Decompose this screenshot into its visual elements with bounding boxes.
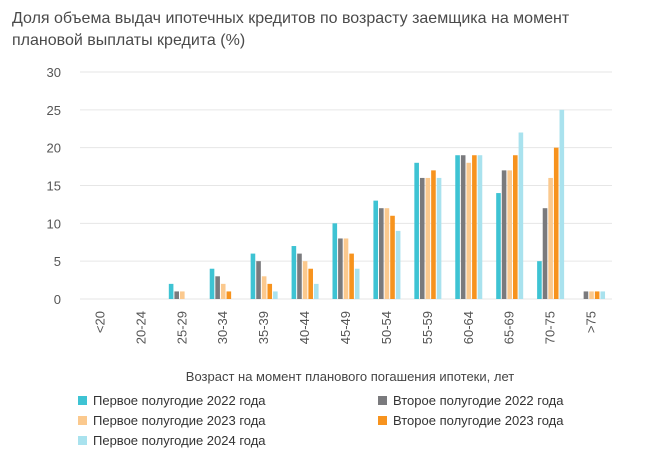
legend-label: Второе полугодие 2023 года	[393, 413, 564, 428]
bars	[168, 109, 606, 299]
bar	[390, 215, 395, 299]
bar	[542, 208, 548, 299]
bar	[537, 261, 542, 299]
bar	[553, 147, 559, 299]
x-tick-label: 25-29	[174, 311, 189, 344]
bar	[559, 109, 565, 299]
legend-swatch	[78, 416, 87, 425]
legend-swatch	[378, 396, 387, 405]
bar	[501, 170, 507, 299]
bar	[379, 208, 384, 299]
x-tick-label: <20	[93, 311, 108, 333]
y-tick-label: 30	[47, 65, 61, 80]
bar	[297, 253, 302, 299]
bar	[338, 238, 343, 299]
x-tick-label: 65-69	[502, 311, 517, 344]
bar	[548, 177, 553, 299]
bar	[425, 177, 431, 299]
bar	[431, 170, 436, 299]
x-axis-ticks: <20 20-24 25-29 30-34 35-39 40-44 45-49 50-54 55…	[93, 311, 599, 344]
bar	[594, 291, 600, 299]
x-tick-label: 30-34	[215, 311, 230, 344]
bar	[466, 162, 472, 299]
bar	[384, 208, 390, 299]
bar	[507, 170, 512, 299]
bar	[460, 155, 466, 299]
x-tick-label: 60-64	[461, 311, 476, 344]
y-tick-label: 20	[47, 141, 61, 156]
bar	[349, 253, 354, 299]
x-tick-label: 55-59	[420, 311, 435, 344]
x-tick-label: 20-24	[133, 311, 148, 344]
bar	[583, 291, 589, 299]
legend-label: Первое полугодие 2024 года	[93, 433, 266, 448]
bar	[395, 230, 401, 299]
y-tick-label: 5	[54, 254, 61, 269]
bar	[496, 193, 501, 299]
bar	[477, 155, 483, 299]
bar	[261, 276, 267, 299]
bar	[273, 291, 278, 299]
x-axis-label: Возраст на момент планового погашения ип…	[186, 369, 514, 384]
bar	[518, 132, 524, 299]
bar	[343, 238, 349, 299]
y-tick-label: 15	[47, 179, 61, 194]
bar	[168, 283, 174, 299]
bar	[291, 246, 297, 299]
bar	[226, 291, 232, 299]
bar	[220, 283, 226, 299]
legend-swatch	[78, 436, 87, 445]
bar	[180, 291, 185, 299]
chart-title: Доля объема выдач ипотечных кредитов по …	[12, 10, 570, 49]
bar	[174, 291, 180, 299]
y-tick-label: 10	[47, 216, 61, 231]
x-tick-label: 40-44	[297, 311, 312, 344]
y-tick-label: 25	[47, 103, 61, 118]
bar	[215, 276, 220, 299]
bar	[308, 268, 313, 299]
x-tick-label: >75	[584, 311, 599, 333]
y-tick-label: 0	[54, 292, 61, 307]
legend-label: Первое полугодие 2023 года	[93, 413, 266, 428]
bar	[354, 268, 360, 299]
bar	[455, 155, 460, 299]
legend-swatch	[78, 396, 87, 405]
bar	[250, 253, 256, 299]
legend-label: Первое полугодие 2022 года	[93, 393, 266, 408]
bar	[313, 283, 319, 299]
legend-item: Первое полугодие 2022 года	[78, 393, 266, 408]
bar	[302, 261, 308, 299]
bar	[267, 283, 273, 299]
legend-item: Второе полугодие 2023 года	[378, 413, 564, 428]
y-axis-ticks: 0 5 10 15 20 25 30	[47, 65, 61, 307]
bar	[256, 261, 261, 299]
bar	[373, 200, 379, 299]
bar	[414, 162, 419, 299]
bar	[589, 291, 594, 299]
legend-item: Первое полугодие 2023 года	[78, 413, 266, 428]
bar	[332, 223, 338, 299]
legend-item: Второе полугодие 2022 года	[378, 393, 564, 408]
x-tick-label: 70-75	[543, 311, 558, 344]
bar	[419, 177, 425, 299]
legend-swatch	[378, 416, 387, 425]
bar	[600, 291, 606, 299]
x-tick-label: 35-39	[256, 311, 271, 344]
x-tick-label: 45-49	[338, 311, 353, 344]
bar	[472, 155, 477, 299]
bar	[512, 155, 518, 299]
bar	[436, 177, 442, 299]
x-tick-label: 50-54	[379, 311, 394, 344]
bar	[209, 268, 215, 299]
gridlines	[80, 71, 612, 300]
legend-item: Первое полугодие 2024 года	[78, 433, 266, 448]
legend-label: Второе полугодие 2022 года	[393, 393, 564, 408]
